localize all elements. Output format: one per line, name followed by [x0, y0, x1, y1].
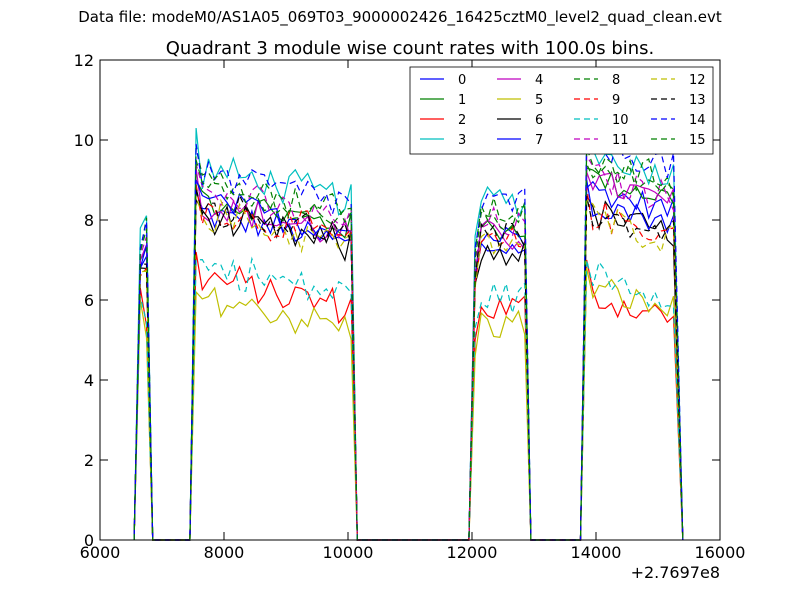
- legend-label: 0: [458, 73, 466, 88]
- series-line-6: [133, 193, 684, 541]
- legend-label: 3: [458, 133, 466, 148]
- legend-label: 2: [458, 113, 466, 128]
- y-tick-label: 0: [84, 531, 94, 550]
- legend-label: 12: [689, 73, 706, 88]
- y-tick-label: 2: [84, 451, 94, 470]
- y-tick-label: 8: [84, 211, 94, 230]
- x-tick-label: 16000: [695, 543, 746, 562]
- series-line-15: [133, 147, 684, 541]
- legend-label: 1: [458, 93, 466, 108]
- legend-label: 15: [689, 133, 706, 148]
- y-tick-label: 4: [84, 371, 94, 390]
- legend-label: 10: [612, 113, 629, 128]
- plot-area: [133, 127, 684, 541]
- series-line-0: [133, 180, 684, 541]
- series-line-7: [133, 179, 684, 541]
- series-line-3: [133, 127, 684, 541]
- legend-frame: [409, 66, 714, 155]
- series-line-13: [133, 187, 684, 541]
- legend-label: 11: [612, 133, 629, 148]
- legend-label: 13: [689, 93, 706, 108]
- chart-title: Quadrant 3 module wise count rates with …: [166, 38, 655, 59]
- legend-label: 8: [612, 73, 620, 88]
- series-line-14: [133, 130, 684, 541]
- legend-label: 14: [689, 113, 706, 128]
- legend-label: 9: [612, 93, 620, 108]
- y-tick-label: 10: [74, 131, 94, 150]
- x-tick-label: 10000: [323, 543, 374, 562]
- series-line-12: [133, 195, 684, 541]
- x-tick-label: 12000: [447, 543, 498, 562]
- series-line-4: [133, 167, 684, 541]
- y-tick-label: 12: [74, 51, 94, 70]
- x-tick-label: 6000: [80, 543, 121, 562]
- y-tick-label: 6: [84, 291, 94, 310]
- series-line-5: [133, 267, 684, 541]
- figure-suptitle: Data file: modeM0/AS1A05_069T03_90000024…: [78, 8, 722, 26]
- x-offset-label: +2.7697e8: [631, 563, 720, 582]
- legend-label: 4: [535, 73, 543, 88]
- series-line-10: [133, 256, 684, 541]
- series-line-9: [133, 183, 684, 541]
- series-line-1: [133, 167, 684, 541]
- x-tick-label: 14000: [571, 543, 622, 562]
- legend-label: 6: [535, 113, 543, 128]
- legend-label: 7: [535, 133, 543, 148]
- series-line-2: [133, 251, 684, 541]
- legend-label: 5: [535, 93, 543, 108]
- series-line-11: [133, 153, 684, 541]
- series-line-8: [133, 147, 684, 541]
- x-tick-label: 8000: [204, 543, 245, 562]
